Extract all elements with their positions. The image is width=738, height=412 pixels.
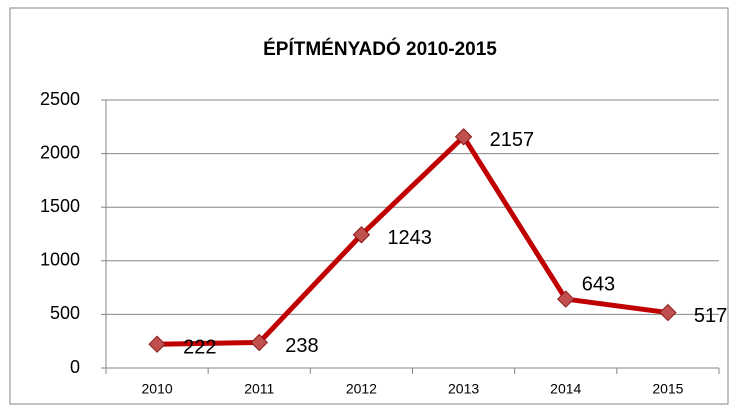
line [157,134,669,347]
marker [352,226,371,244]
marker [659,303,677,322]
x-tick-label: 2015 [652,381,683,397]
marker [557,290,575,308]
y-tick-label: 1500 [40,196,80,216]
data-label: 2157 [490,129,535,151]
y-tick-label: 1000 [40,250,80,270]
x-tick-label: 2011 [244,381,274,397]
chart-title: ÉPÍTMÉNYADÓ 2010-2015 [263,38,497,60]
data-label: 1243 [387,227,432,249]
y-tick-label: 500 [50,303,80,323]
x-tick-label: 2014 [550,381,581,397]
data-label: 517 [694,305,727,327]
marker [454,128,473,146]
marker [148,335,166,353]
y-tick-label: 0 [70,357,80,377]
marker [250,333,268,352]
y-tick-label: 2000 [40,142,80,162]
chart-border [9,7,729,405]
x-tick-label: 2013 [448,381,479,397]
x-tick-label: 2010 [142,381,173,397]
y-tick-label: 2500 [40,89,80,109]
x-tick-label: 2012 [346,381,377,397]
data-label: 643 [582,273,615,295]
data-label: 238 [285,335,318,357]
data-label: 222 [183,336,216,358]
